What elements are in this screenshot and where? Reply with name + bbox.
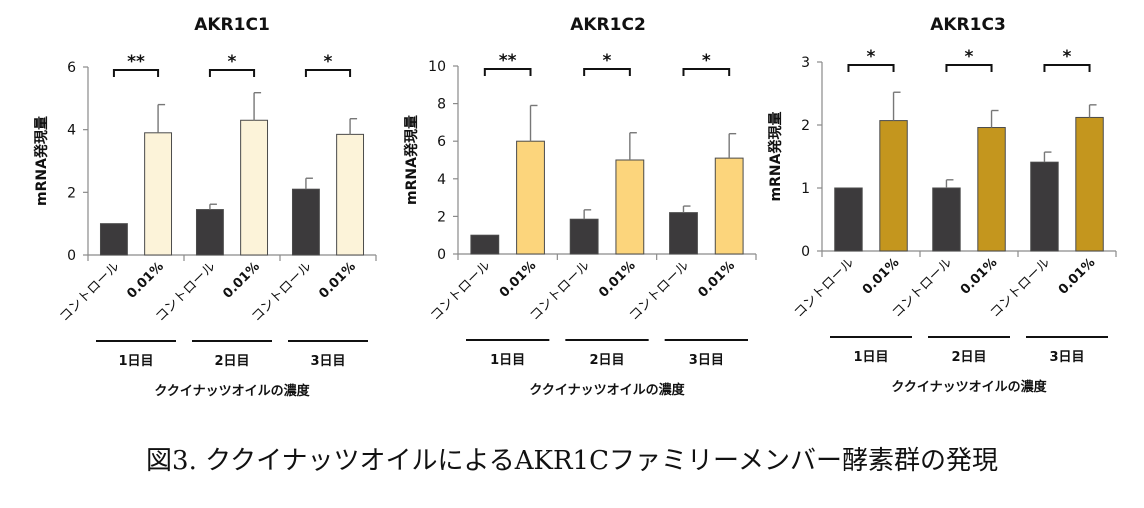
x-category-label: 0.01% (316, 259, 359, 302)
y-tick-label: 0 (67, 248, 76, 264)
significance-bracket (682, 68, 731, 76)
x-axis-label: ククイナッツオイルの濃度 (154, 383, 310, 399)
bar (879, 120, 908, 252)
bar (144, 132, 173, 256)
x-category-label: コントロール (792, 255, 858, 321)
bar (291, 188, 320, 256)
day-label: 2日目 (589, 353, 624, 368)
day-label: 3日目 (689, 353, 724, 368)
chart-title: AKR1C3 (930, 15, 1006, 35)
significance-marker: ** (127, 52, 145, 72)
significance-bracket (945, 64, 993, 72)
bar (470, 234, 500, 255)
day-label: 1日目 (118, 354, 153, 369)
bar (834, 187, 863, 252)
y-tick-label: 4 (437, 172, 446, 188)
significance-marker: * (603, 51, 612, 71)
significance-marker: * (228, 52, 237, 72)
y-tick-label: 1 (801, 181, 810, 197)
y-axis-label: mRNA発現量 (403, 115, 420, 205)
day-label: 3日目 (1049, 350, 1084, 365)
bar (977, 127, 1006, 252)
significance-marker: * (702, 51, 711, 71)
x-category-label: 0.01% (696, 258, 739, 301)
bar (195, 209, 224, 256)
day-label: 1日目 (490, 353, 525, 368)
significance-marker: * (965, 47, 974, 67)
x-category-label: 0.01% (1056, 255, 1099, 298)
bar (615, 159, 645, 255)
chart-title: AKR1C1 (194, 15, 270, 35)
x-category-label: コントロール (428, 258, 494, 324)
significance-marker: ** (499, 51, 517, 71)
day-label: 3日目 (310, 354, 345, 369)
y-tick-label: 2 (801, 118, 810, 134)
x-category-label: コントロール (57, 259, 123, 325)
y-tick-label: 6 (67, 60, 76, 76)
bar (99, 223, 128, 256)
bar (1030, 161, 1059, 252)
x-axis-label: ククイナッツオイルの濃度 (529, 382, 685, 398)
y-tick-label: 6 (437, 134, 446, 150)
x-axis-label: ククイナッツオイルの濃度 (891, 379, 1047, 395)
day-label: 2日目 (951, 350, 986, 365)
bar (569, 218, 599, 255)
x-category-label: 0.01% (220, 259, 263, 302)
y-tick-label: 2 (67, 185, 76, 201)
bar (932, 187, 961, 252)
y-tick-label: 2 (437, 209, 446, 225)
significance-bracket (208, 69, 256, 77)
y-tick-label: 4 (67, 123, 76, 139)
significance-marker: * (867, 47, 876, 67)
y-tick-label: 0 (437, 247, 446, 263)
y-axis-label: mRNA発現量 (767, 112, 784, 202)
significance-bracket (583, 68, 631, 76)
significance-bracket (483, 68, 532, 76)
y-tick-label: 3 (801, 55, 810, 71)
day-label: 1日目 (853, 350, 888, 365)
bar (669, 212, 698, 255)
bar (1075, 116, 1104, 252)
y-tick-label: 0 (801, 244, 810, 260)
y-axis-label: mRNA発現量 (33, 116, 50, 206)
figure-caption: 図3. ククイナッツオイルによるAKR1Cファミリーメンバー酵素群の発現 (146, 446, 998, 476)
y-tick-label: 10 (428, 59, 446, 75)
significance-bracket (1043, 64, 1091, 72)
bar (714, 157, 744, 255)
bar (516, 140, 545, 255)
significance-bracket (847, 64, 895, 72)
x-category-label: 0.01% (497, 258, 540, 301)
significance-bracket (112, 69, 160, 77)
significance-marker: * (1063, 47, 1072, 67)
bar (336, 133, 365, 256)
x-category-label: 0.01% (860, 255, 903, 298)
day-label: 2日目 (214, 354, 249, 369)
x-category-label: 0.01% (596, 258, 639, 301)
x-category-label: 0.01% (124, 259, 167, 302)
x-category-label: 0.01% (958, 255, 1001, 298)
significance-bracket (304, 69, 352, 77)
chart-title: AKR1C2 (570, 15, 646, 35)
y-tick-label: 8 (437, 97, 446, 113)
bar (240, 119, 269, 256)
significance-marker: * (324, 52, 333, 72)
